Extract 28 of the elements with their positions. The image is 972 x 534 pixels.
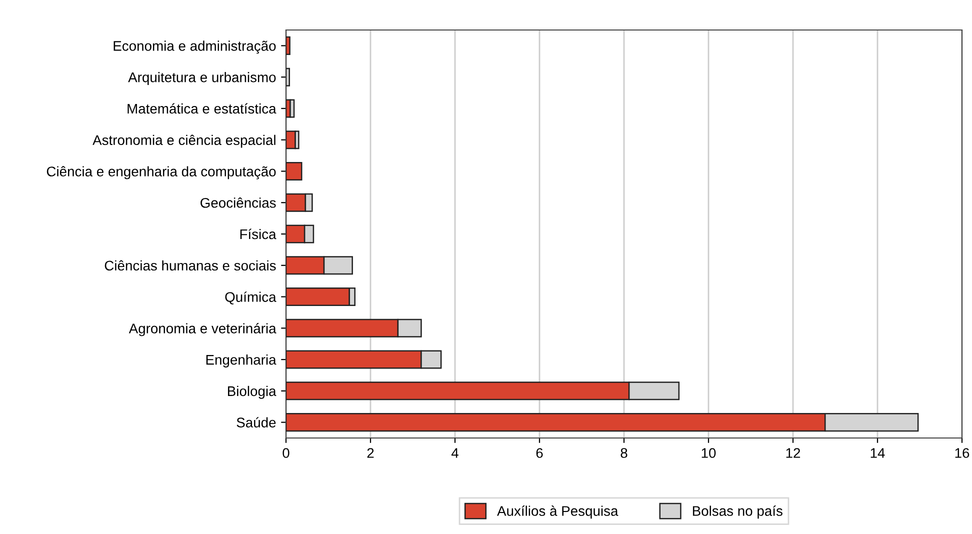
bar [290, 99, 295, 118]
x-tick-label: 8 [620, 448, 628, 458]
y-tick-label: Astronomia e ciência espacial [92, 134, 276, 148]
y-tick-label: Química [225, 292, 276, 304]
y-tick-label: Ciência e engenharia da computação [46, 166, 276, 180]
x-tick-label: 4 [451, 448, 458, 458]
bar [286, 68, 290, 86]
y-tick-label: Arquitetura e urbanismo [128, 72, 276, 85]
y-tick-label: Física [240, 228, 276, 240]
legend-label: Bolsas no país [692, 506, 782, 519]
x-tick-label: 16 [955, 448, 970, 458]
y-tick-label: Saúde [236, 417, 276, 428]
x-tick-label: 2 [367, 448, 374, 458]
y-tick-label: Biologia [228, 386, 276, 399]
bar [286, 162, 302, 180]
y-tick-label: Ciências humanas e sociais [104, 260, 276, 271]
bar [286, 36, 290, 55]
x-tick-label: 10 [702, 448, 716, 458]
x-tick-label: 14 [870, 448, 885, 458]
x-tick-label: 6 [536, 448, 543, 458]
x-tick-label: 0 [282, 448, 290, 458]
y-tick-label: Agronomia e veterinária [128, 323, 276, 336]
y-tick-label: Geociências [200, 198, 276, 208]
y-tick-label: Engenharia [206, 354, 276, 368]
x-tick-label: 12 [786, 448, 800, 458]
y-tick-label: Matemática e estatística [128, 103, 276, 114]
legend-label: Auxílios à Pesquisa [497, 506, 618, 519]
y-tick-label: Economia e administração [114, 40, 276, 54]
